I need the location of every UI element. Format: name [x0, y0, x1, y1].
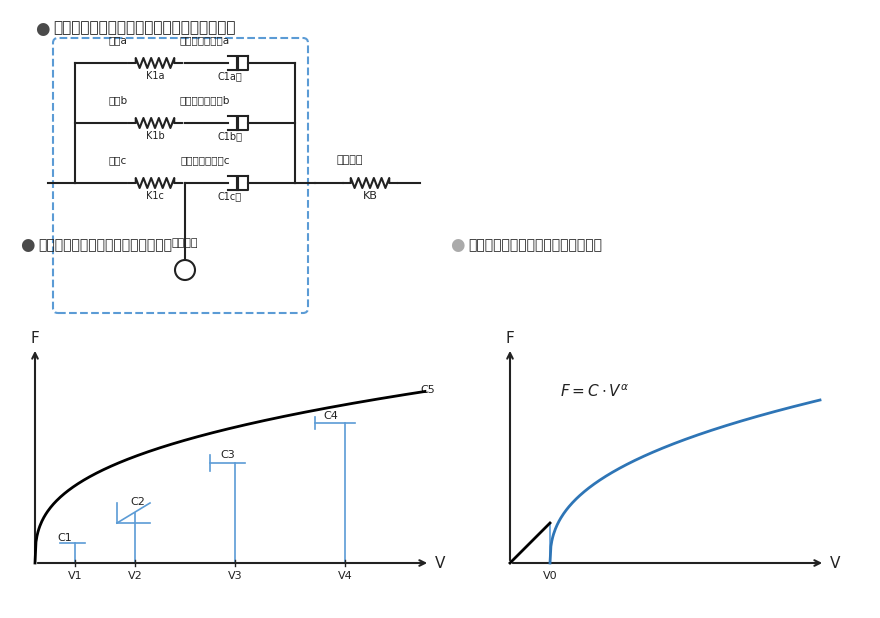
Text: F: F: [506, 331, 515, 346]
Text: 付加質量: 付加質量: [172, 238, 198, 248]
Text: 取付ばね: 取付ばね: [337, 155, 363, 165]
Text: V: V: [830, 556, 840, 570]
Text: ●: ●: [450, 236, 465, 254]
Circle shape: [175, 260, 195, 280]
Text: C1a～: C1a～: [217, 71, 242, 81]
Text: ダッシュポットb: ダッシュポットb: [180, 95, 231, 105]
Text: ダッシュポットの減衰力－速度関係: ダッシュポットの減衰力－速度関係: [38, 238, 172, 252]
Text: ばねc: ばねc: [109, 155, 127, 165]
Text: ダッシュポットの減衰力－速度関係: ダッシュポットの減衰力－速度関係: [468, 238, 602, 252]
Text: V2: V2: [128, 571, 143, 581]
Text: F: F: [31, 331, 40, 346]
Text: ●: ●: [35, 20, 49, 38]
Text: ダッシュポットc: ダッシュポットc: [180, 155, 230, 165]
Text: V: V: [435, 556, 445, 570]
Text: C4: C4: [323, 411, 338, 421]
Text: ダッシュポットa: ダッシュポットa: [180, 35, 230, 45]
Text: K1c: K1c: [146, 191, 164, 201]
Text: V1: V1: [68, 571, 83, 581]
Text: K1a: K1a: [146, 71, 165, 81]
Text: ばねb: ばねb: [108, 95, 128, 105]
Text: K1b: K1b: [145, 131, 165, 141]
Text: ダッシュポットとばね，付加質量の接続関係: ダッシュポットとばね，付加質量の接続関係: [53, 20, 236, 35]
Text: C1b～: C1b～: [217, 131, 243, 141]
Text: C1: C1: [57, 533, 72, 543]
Text: C1c～: C1c～: [218, 191, 242, 201]
Text: ●: ●: [20, 236, 34, 254]
Text: C5: C5: [420, 385, 435, 395]
Text: ばねa: ばねa: [108, 35, 128, 45]
Text: V0: V0: [543, 571, 557, 581]
Text: V3: V3: [228, 571, 242, 581]
Text: C3: C3: [220, 450, 235, 460]
Text: KB: KB: [363, 191, 378, 201]
Text: V4: V4: [338, 571, 352, 581]
Text: $F = C \cdot V^{\alpha}$: $F = C \cdot V^{\alpha}$: [560, 383, 629, 400]
Text: m: m: [180, 265, 190, 275]
Text: C2: C2: [130, 497, 145, 507]
